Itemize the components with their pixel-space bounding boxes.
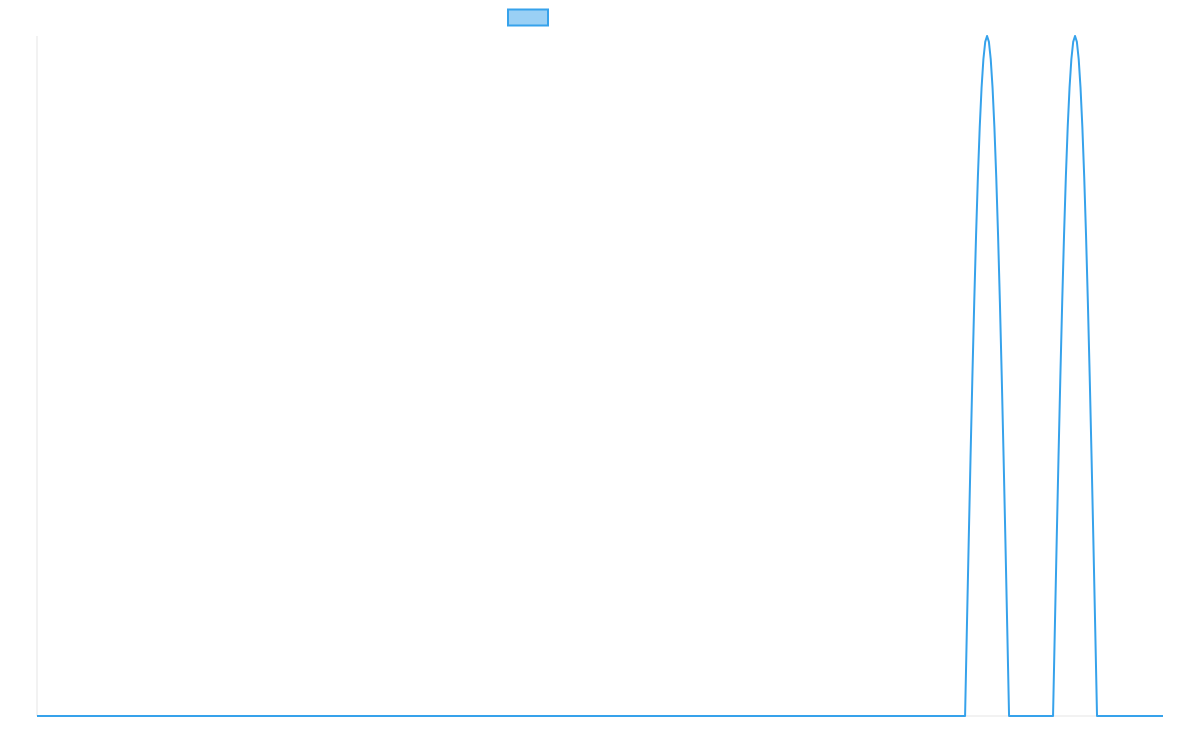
data-point-peak-2[interactable]	[1072, 33, 1078, 39]
series-layer	[37, 33, 1163, 717]
series-line	[37, 35, 1163, 717]
legend[interactable]	[507, 8, 549, 27]
data-point-peak-1[interactable]	[984, 33, 990, 39]
legend-swatch[interactable]	[507, 8, 549, 27]
